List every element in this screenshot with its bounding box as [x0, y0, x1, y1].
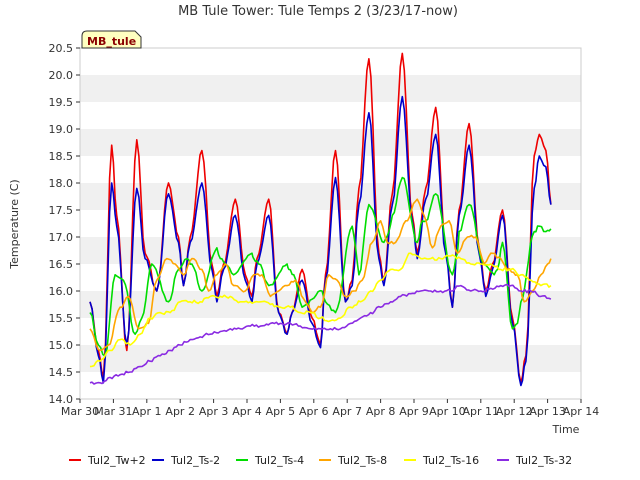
- series-line-tul2-ts-16: [89, 252, 552, 368]
- y-tick-label: 20.5: [49, 42, 74, 55]
- x-axis-label: Time: [552, 423, 580, 436]
- x-tick-label: Apr 8: [366, 405, 396, 418]
- grid-band: [80, 129, 581, 156]
- y-tick-label: 19.5: [49, 96, 74, 109]
- x-tick-label: Apr 9: [399, 405, 429, 418]
- y-tick-label: 15.0: [49, 339, 74, 352]
- series-line-tul2-ts-8: [89, 198, 552, 352]
- y-tick-label: 20.0: [49, 69, 74, 82]
- y-tick-label: 16.0: [49, 285, 74, 298]
- plot-frame: [79, 47, 582, 400]
- x-tick-label: Apr 6: [299, 405, 329, 418]
- y-tick-label: 18.5: [49, 150, 74, 163]
- x-tick-label: Apr 5: [266, 405, 296, 418]
- x-tick-label: Apr 3: [199, 405, 229, 418]
- legend-label: Tul2_Ts-16: [422, 454, 479, 467]
- y-tick-label: 14.5: [49, 366, 74, 379]
- x-tick-label: Mar 31: [94, 405, 132, 418]
- station-badge: MB_tule: [81, 30, 142, 49]
- chart-title: MB Tule Tower: Tule Temps 2 (3/23/17-now…: [178, 4, 458, 19]
- series-line-tul2-tw-2: [89, 52, 552, 384]
- x-tick-label: Apr 13: [529, 405, 566, 418]
- grid-band: [80, 75, 581, 102]
- legend-label: Tul2_Tw+2: [87, 454, 146, 467]
- badge-shape: [81, 30, 142, 49]
- x-tick-label: Mar 30: [61, 405, 99, 418]
- grid-band: [80, 345, 581, 372]
- y-tick-label: 18.0: [49, 177, 74, 190]
- legend-label: Tul2_Ts-32: [515, 454, 572, 467]
- legend-label: Tul2_Ts-4: [254, 454, 304, 467]
- grid-bands: [80, 75, 581, 372]
- y-tick-label: 14.0: [49, 393, 74, 406]
- legend: Tul2_Tw+2 Tul2_Ts-2 Tul2_Ts-4 Tul2_Ts-8 Tul2…: [69, 454, 572, 467]
- legend-label: Tul2_Ts-2: [170, 454, 220, 467]
- series-lines: [89, 52, 552, 387]
- x-tick-label: Apr 1: [132, 405, 162, 418]
- x-tick-label: Apr 10: [429, 405, 466, 418]
- y-tick-label: 16.5: [49, 258, 74, 271]
- x-tick-label: Apr 11: [463, 405, 500, 418]
- y-axis-label: Temperature (C): [8, 179, 21, 269]
- x-tick-label: Apr 14: [563, 405, 600, 418]
- x-tick-label: Apr 4: [232, 405, 262, 418]
- y-tick-label: 15.5: [49, 312, 74, 325]
- x-tick-label: Apr 7: [332, 405, 362, 418]
- x-tick-label: Apr 12: [496, 405, 533, 418]
- legend-label: Tul2_Ts-8: [337, 454, 387, 467]
- badge-text: MB_tule: [87, 35, 136, 48]
- series-line-tul2-ts-4: [89, 176, 552, 357]
- y-tick-label: 17.0: [49, 231, 74, 244]
- series-line-tul2-ts-2: [89, 95, 552, 387]
- y-axis-ticks: 14.0 14.5 15.0 15.5 16.0 16.5 17.0 17.5 18.0 18.5…: [49, 42, 80, 406]
- x-tick-label: Apr 2: [165, 405, 195, 418]
- y-tick-label: 19.0: [49, 123, 74, 136]
- y-tick-label: 17.5: [49, 204, 74, 217]
- series-line-tul2-ts-32: [89, 283, 552, 385]
